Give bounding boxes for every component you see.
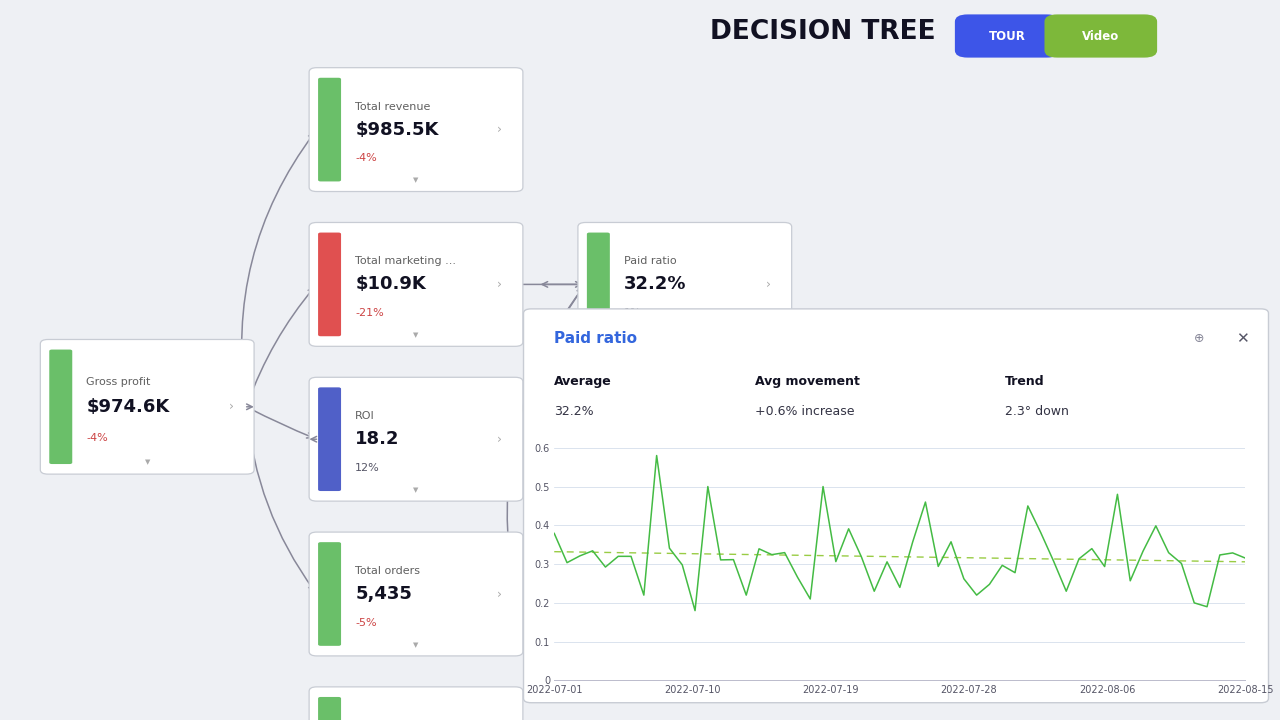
Text: ▼: ▼ [413, 487, 419, 493]
FancyBboxPatch shape [310, 68, 524, 192]
Text: +0.6% increase: +0.6% increase [755, 405, 855, 418]
Text: $985.5K: $985.5K [355, 120, 439, 138]
Text: ›: › [767, 278, 771, 291]
Text: 32.2%: 32.2% [554, 405, 594, 418]
Text: $10.9K: $10.9K [355, 276, 426, 294]
Text: 12%: 12% [355, 463, 380, 473]
Text: ›: › [229, 400, 233, 413]
Text: -4%: -4% [355, 153, 376, 163]
FancyBboxPatch shape [317, 387, 340, 491]
FancyBboxPatch shape [317, 697, 340, 720]
Text: ROI: ROI [355, 411, 375, 421]
Text: Paid ratio: Paid ratio [623, 256, 677, 266]
Text: Gross profit: Gross profit [86, 377, 151, 387]
FancyBboxPatch shape [1044, 14, 1157, 58]
FancyBboxPatch shape [310, 687, 524, 720]
Text: 2.3° down: 2.3° down [1005, 405, 1069, 418]
Text: ›: › [498, 278, 502, 291]
Text: -4%: -4% [86, 433, 108, 444]
Text: Average: Average [554, 375, 612, 388]
FancyBboxPatch shape [317, 542, 340, 646]
Text: Paid ratio: Paid ratio [554, 331, 637, 346]
Text: 5,435: 5,435 [355, 585, 412, 603]
FancyBboxPatch shape [317, 78, 340, 181]
Text: Total marketing ...: Total marketing ... [355, 256, 456, 266]
Text: ▼: ▼ [413, 177, 419, 184]
FancyBboxPatch shape [579, 222, 791, 346]
Text: ▼: ▼ [413, 332, 419, 338]
Text: ›: › [498, 433, 502, 446]
Text: -5%: -5% [355, 618, 376, 628]
Text: ▼: ▼ [145, 459, 150, 465]
Text: Total revenue: Total revenue [355, 102, 430, 112]
FancyBboxPatch shape [310, 222, 524, 346]
Text: ›: › [498, 123, 502, 136]
FancyBboxPatch shape [50, 349, 72, 464]
Text: 32.2%: 32.2% [623, 276, 686, 294]
FancyBboxPatch shape [524, 309, 1268, 703]
Text: -21%: -21% [355, 308, 384, 318]
Text: ✕: ✕ [1236, 331, 1249, 346]
Text: ⊕: ⊕ [1194, 332, 1204, 345]
Text: DECISION TREE: DECISION TREE [710, 19, 936, 45]
Text: Video: Video [1082, 30, 1120, 42]
FancyBboxPatch shape [310, 377, 524, 501]
FancyBboxPatch shape [310, 532, 524, 656]
Text: ▼: ▼ [682, 332, 687, 338]
Text: Total orders: Total orders [355, 566, 420, 576]
Text: $974.6K: $974.6K [86, 397, 169, 416]
FancyBboxPatch shape [955, 14, 1060, 58]
Text: Trend: Trend [1005, 375, 1044, 388]
FancyBboxPatch shape [586, 233, 609, 336]
Text: 1%: 1% [623, 308, 641, 318]
Text: ›: › [498, 588, 502, 600]
Text: ▼: ▼ [413, 642, 419, 648]
FancyBboxPatch shape [317, 233, 340, 336]
FancyBboxPatch shape [41, 340, 253, 474]
Text: Avg movement: Avg movement [755, 375, 860, 388]
Text: TOUR: TOUR [989, 30, 1025, 42]
Text: 18.2: 18.2 [355, 430, 399, 448]
